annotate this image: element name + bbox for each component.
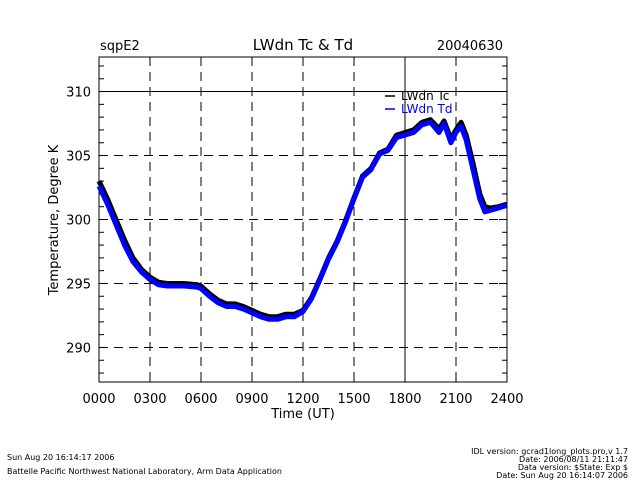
- y-axis-label: Temperature, Degree K: [47, 144, 62, 296]
- y-tick-label: 310: [66, 86, 91, 101]
- x-tick-label: 2100: [439, 392, 472, 407]
- chart: sqpE2 LWdn Tc & Td 20040630 Time (UT) Te…: [47, 36, 524, 422]
- footer-code-date: Date: 2006/08/11 21:11:47: [519, 455, 628, 464]
- x-tick-label: 0000: [82, 392, 115, 407]
- y-tick-label: 290: [66, 341, 91, 356]
- x-axis-label: Time (UT): [270, 407, 335, 422]
- x-tick-label: 0300: [133, 392, 166, 407]
- x-tick-label: 0600: [184, 392, 217, 407]
- y-tick-label: 300: [66, 214, 91, 229]
- date-label: 20040630: [437, 39, 503, 54]
- legend-label-tc: LWdn Tc: [401, 89, 449, 103]
- y-tick-label: 305: [66, 150, 91, 165]
- x-tick-label: 1500: [337, 392, 370, 407]
- x-tick-label: 2400: [490, 392, 523, 407]
- series-line-td: [96, 119, 508, 322]
- footer-institution: Battelle Pacific Northwest National Labo…: [7, 467, 282, 476]
- legend-label-td: LWdn Td: [401, 102, 452, 116]
- footer-data-version: Data version: $State: Exp $: [517, 463, 628, 472]
- y-tick-label: 295: [66, 277, 91, 292]
- footer-run-date: Date: Sun Aug 20 16:14:07 2006: [496, 471, 628, 480]
- x-tick-label: 1200: [286, 392, 319, 407]
- footer-idl-version: IDL version: gcrad1long_plots.pro,v 1.7: [471, 447, 628, 456]
- plot-frame: [98, 56, 508, 383]
- chart-title: LWdn Tc & Td: [253, 36, 353, 54]
- footer-timestamp: Sun Aug 20 16:14:17 2006: [7, 453, 115, 462]
- x-tick-label: 0900: [235, 392, 268, 407]
- site-label: sqpE2: [100, 39, 140, 54]
- x-tick-label: 1800: [388, 392, 421, 407]
